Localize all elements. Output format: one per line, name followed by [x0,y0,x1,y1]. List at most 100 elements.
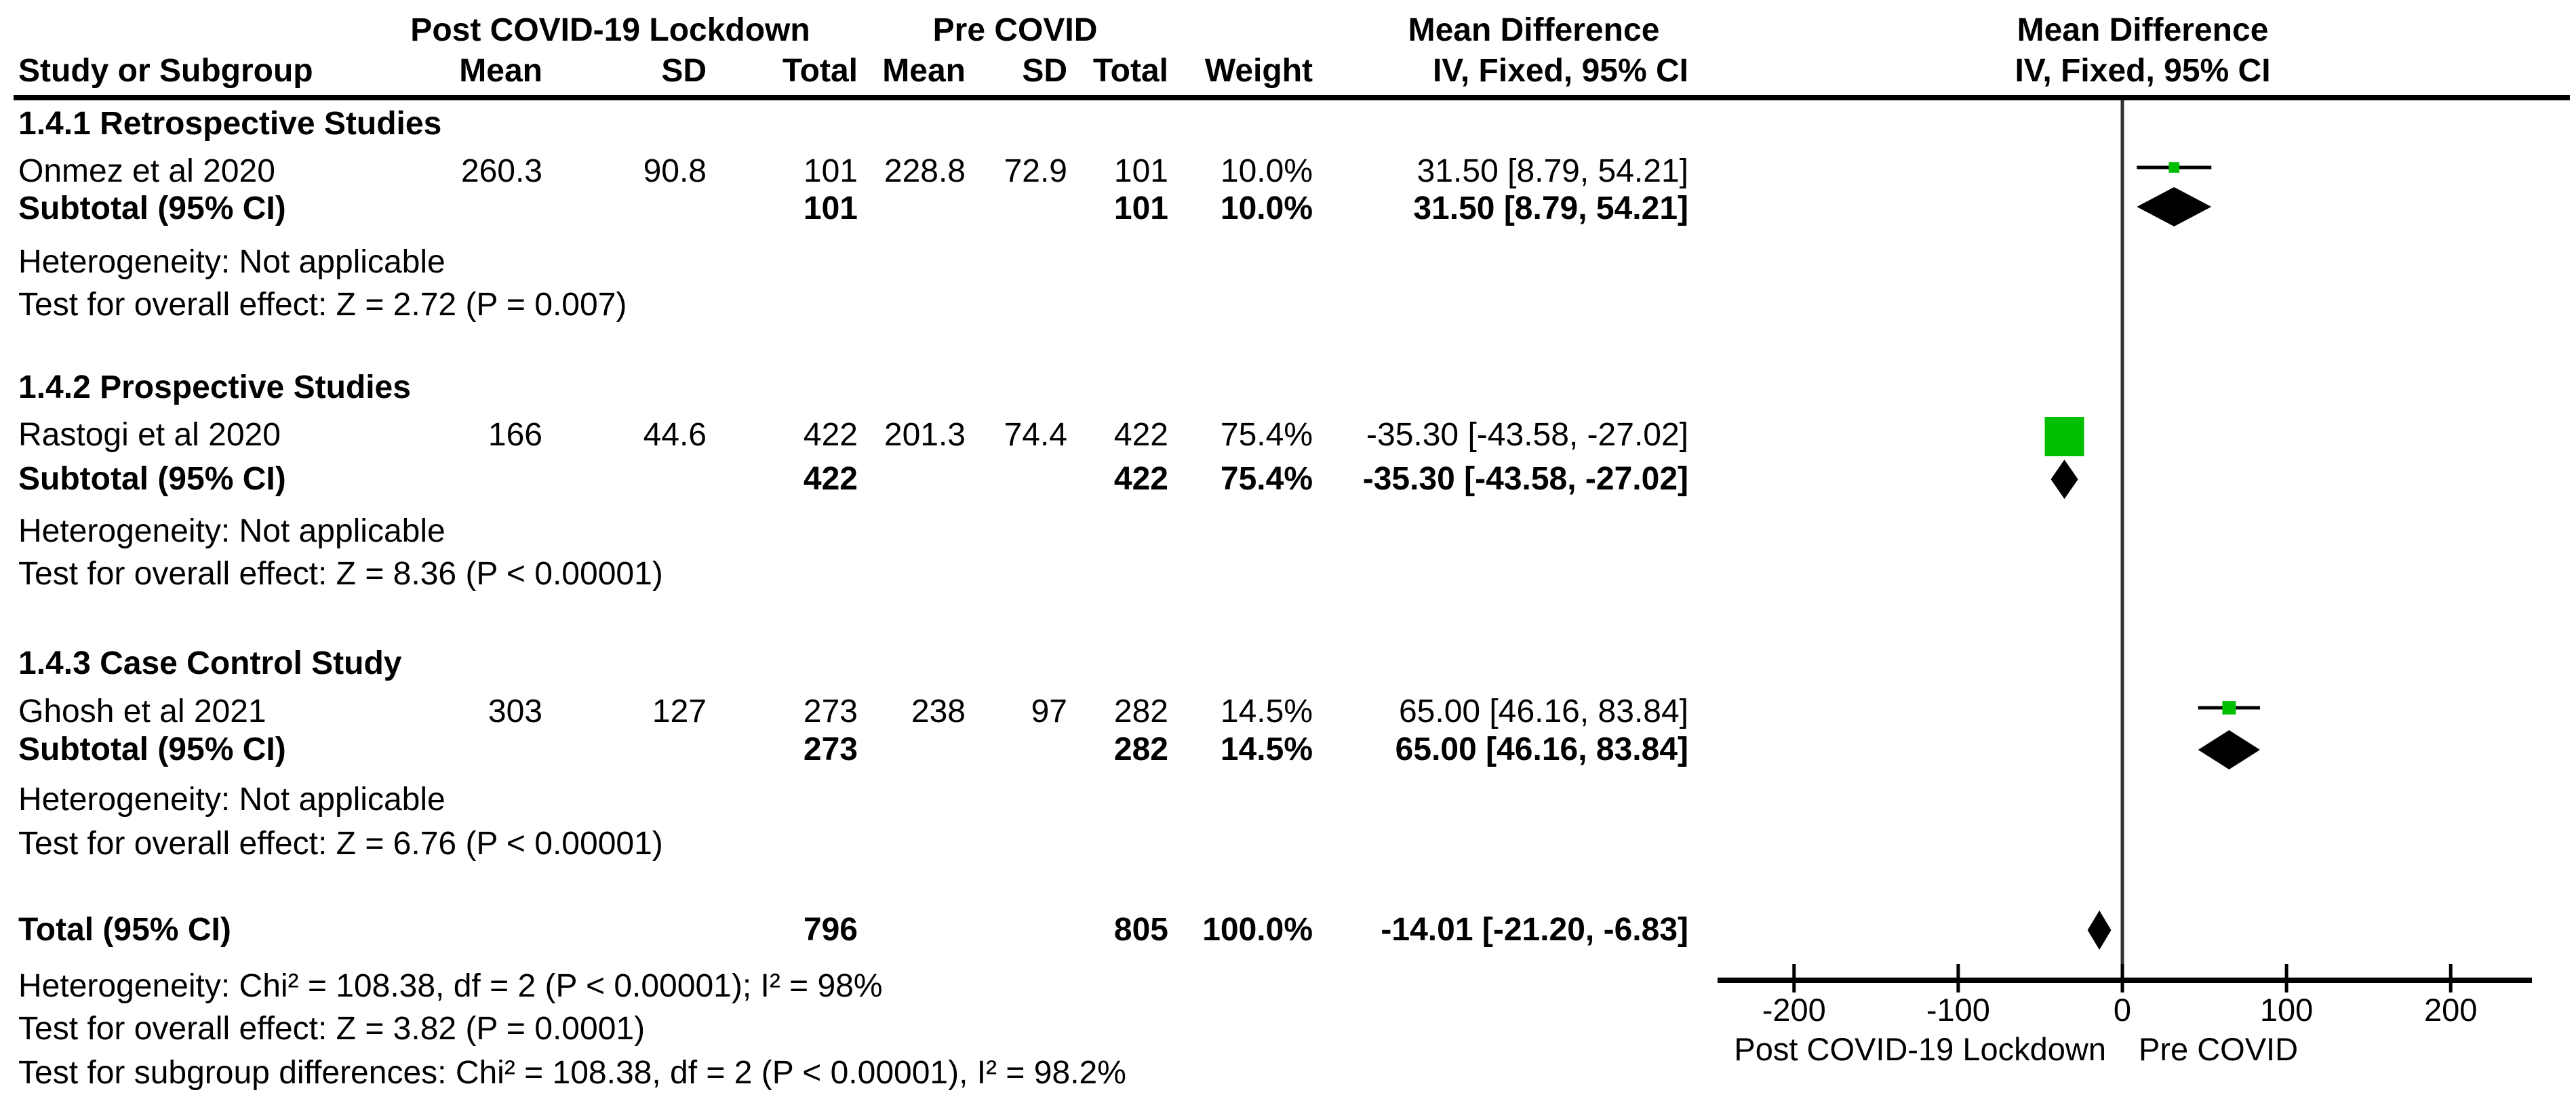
footer-overall-effect: Test for overall effect: Z = 3.82 (P = 0… [0,1010,1763,1048]
cell-pre-sd: 72.9 [1004,153,1067,189]
col-header-pre-total: Total [1092,53,1168,89]
cell-pre-total: 101 [1113,153,1168,189]
footer-heterogeneity: Heterogeneity: Chi² = 108.38, df = 2 (P … [0,967,1763,1005]
heterogeneity-text: Heterogeneity: Not applicable [18,782,445,818]
cell-weight: 10.0% [1220,190,1313,226]
study-row: Rastogi et al 2020 166 44.6 422 201.3 74… [0,416,1763,454]
cell-post-total: 101 [803,190,858,226]
total-row: Total (95% CI) 796 805 100.0% -14.01 [-2… [0,911,1763,949]
cell-pre-total: 422 [1113,417,1168,453]
cell-subtotal-label: Subtotal (95% CI) [18,461,286,497]
ci-diamond [2087,910,2112,950]
cell-pre-total: 805 [1113,912,1168,948]
plot-md-title: Mean Difference [2017,12,2269,48]
cell-study-name: Ghosh et al 2021 [18,694,266,729]
cell-post-sd: 44.6 [643,417,707,453]
ci-diamond [2137,187,2212,226]
overall-effect-line: Test for overall effect: Z = 2.72 (P = 0… [0,286,1763,324]
col-header-post-sd: SD [661,53,707,89]
cell-post-mean: 303 [488,694,542,729]
cell-post-total: 273 [803,694,858,729]
cell-pre-sd: 97 [1031,694,1067,729]
cell-pre-sd: 74.4 [1004,417,1067,453]
section-title: 1.4.2 Prospective Studies [0,369,1763,407]
cell-total-label: Total (95% CI) [18,912,231,948]
overall-effect-text: Test for overall effect: Z = 8.36 (P < 0… [18,556,663,592]
cell-ci: -35.30 [-43.58, -27.02] [1366,417,1688,453]
axis-tick-label: -100 [1926,992,1990,1028]
col-header-post-mean: Mean [459,53,542,89]
cell-ci: 65.00 [46.16, 83.84] [1398,694,1688,729]
col-header-study: Study or Subgroup [18,53,313,89]
cell-post-sd: 127 [652,694,707,729]
cell-ci: -14.01 [-21.20, -6.83] [1381,912,1688,948]
axis-label-right: Pre COVID [2139,1031,2298,1067]
md-column-title: Mean Difference [1408,12,1660,48]
effect-square [2044,417,2084,456]
footer-heterogeneity-text: Heterogeneity: Chi² = 108.38, df = 2 (P … [18,968,883,1004]
ci-diamond [2198,730,2260,769]
header-group-row: Post COVID-19 Lockdown Pre COVID Mean Di… [0,12,1763,49]
heterogeneity-text: Heterogeneity: Not applicable [18,513,445,549]
cell-pre-mean: 238 [911,694,966,729]
col-header-weight: Weight [1204,53,1313,89]
heterogeneity-line: Heterogeneity: Not applicable [0,513,1763,550]
heterogeneity-line: Heterogeneity: Not applicable [0,243,1763,281]
axis-tick-label: 100 [2260,992,2313,1028]
col-header-post-total: Total [782,53,858,89]
cell-ci: 65.00 [46.16, 83.84] [1395,731,1688,767]
group-header-pre: Pre COVID [932,12,1098,48]
col-header-pre-mean: Mean [882,53,966,89]
plot-md-subtitle: IV, Fixed, 95% CI [2015,53,2271,89]
section-title: 1.4.3 Case Control Study [0,645,1763,683]
cell-post-mean: 166 [488,417,542,453]
heterogeneity-text: Heterogeneity: Not applicable [18,244,445,280]
axis-tick-label: 0 [2114,992,2131,1028]
subtotal-row: Subtotal (95% CI) 422 422 75.4% -35.30 [… [0,460,1763,498]
cell-ci: 31.50 [8.79, 54.21] [1416,153,1688,189]
section-title: 1.4.1 Retrospective Studies [0,105,1763,143]
overall-effect-text: Test for overall effect: Z = 6.76 (P < 0… [18,826,663,862]
effect-square [2168,162,2180,173]
heterogeneity-line: Heterogeneity: Not applicable [0,781,1763,819]
footer-subgroup-differences-text: Test for subgroup differences: Chi² = 10… [18,1055,1126,1091]
cell-pre-total: 282 [1113,731,1168,767]
overall-effect-line: Test for overall effect: Z = 6.76 (P < 0… [0,825,1763,863]
axis-tick-label: -200 [1762,992,1826,1028]
cell-pre-total: 282 [1113,694,1168,729]
cell-pre-total: 101 [1113,190,1168,226]
cell-pre-mean: 228.8 [884,153,966,189]
group-header-post: Post COVID-19 Lockdown [410,12,810,48]
cell-post-total: 422 [803,417,858,453]
subtotal-row: Subtotal (95% CI) 101 101 10.0% 31.50 [8… [0,190,1763,228]
cell-post-total: 422 [803,461,858,497]
axis-label-left: Post COVID-19 Lockdown [1734,1031,2106,1067]
overall-effect-text: Test for overall effect: Z = 2.72 (P = 0… [18,287,627,323]
cell-post-sd: 90.8 [643,153,707,189]
cell-weight: 10.0% [1220,153,1313,189]
cell-post-total: 101 [803,153,858,189]
cell-post-total: 796 [803,912,858,948]
study-row: Onmez et al 2020 260.3 90.8 101 228.8 72… [0,153,1763,190]
section-title-label: 1.4.1 Retrospective Studies [18,106,442,142]
section-title-label: 1.4.2 Prospective Studies [18,369,411,405]
cell-subtotal-label: Subtotal (95% CI) [18,190,286,226]
footer-subgroup-differences: Test for subgroup differences: Chi² = 10… [0,1054,1763,1092]
cell-subtotal-label: Subtotal (95% CI) [18,731,286,767]
cell-ci: -35.30 [-43.58, -27.02] [1362,461,1688,497]
cell-post-mean: 260.3 [460,153,542,189]
col-header-pre-sd: SD [1022,53,1067,89]
cell-weight: 75.4% [1220,417,1313,453]
cell-weight: 100.0% [1202,912,1313,948]
ci-diamond [2050,460,2078,499]
study-row: Ghosh et al 2021 303 127 273 238 97 282 … [0,693,1763,731]
footer-overall-effect-text: Test for overall effect: Z = 3.82 (P = 0… [18,1011,646,1047]
header-divider [14,95,2570,100]
cell-pre-mean: 201.3 [884,417,966,453]
overall-effect-line: Test for overall effect: Z = 8.36 (P < 0… [0,555,1763,593]
cell-study-name: Rastogi et al 2020 [18,417,281,453]
axis-tick-label: 200 [2424,992,2477,1028]
header-columns-row: Study or Subgroup Mean SD Total Mean SD … [0,52,1763,90]
